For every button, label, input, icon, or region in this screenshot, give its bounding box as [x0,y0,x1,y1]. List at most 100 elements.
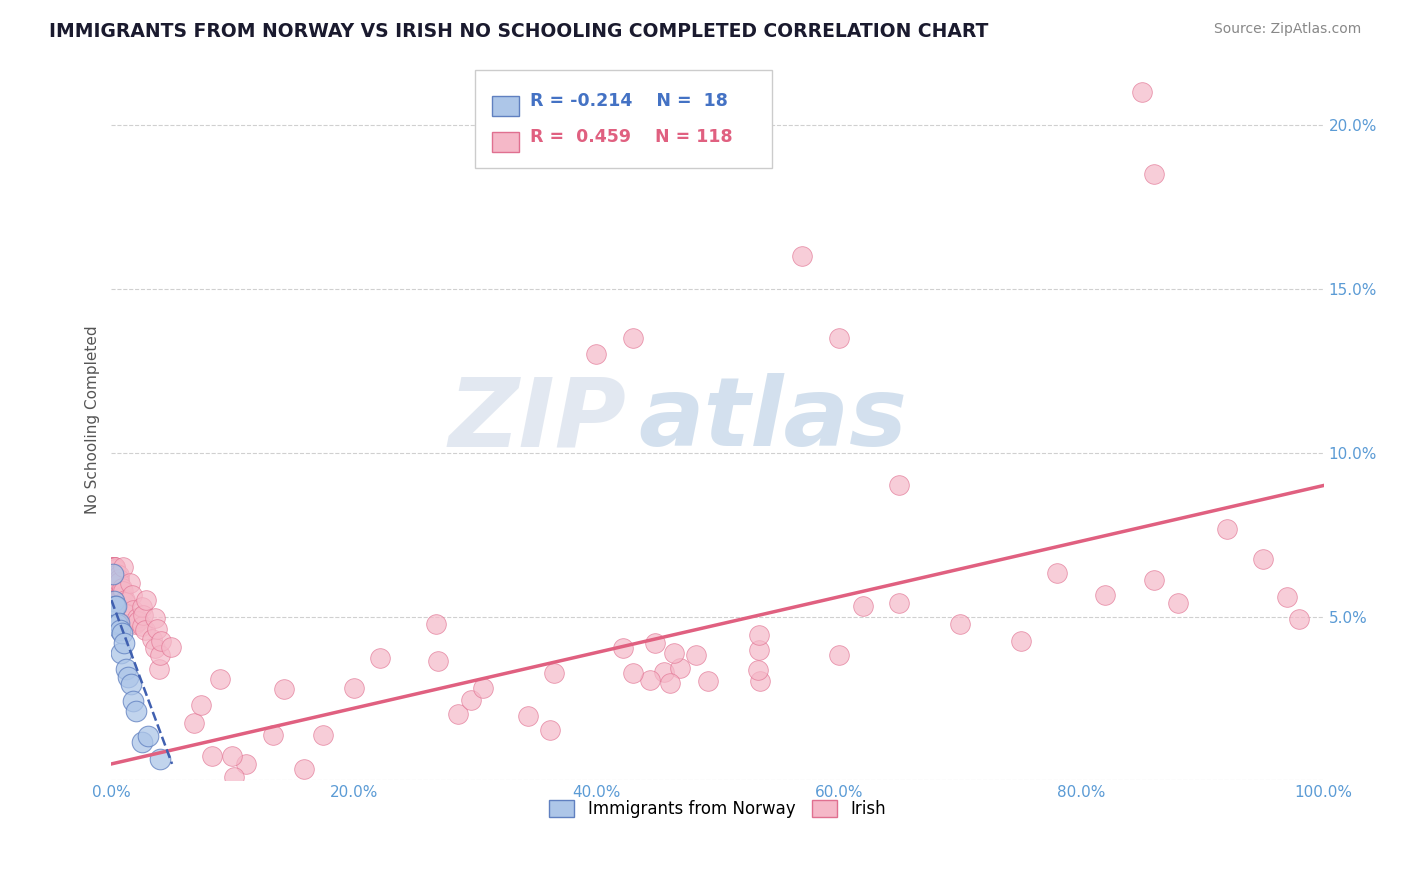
Point [652,665,675,679]
Point [101,566,124,581]
Point [208,673,231,687]
Point [114,594,136,608]
Point [145,641,167,656]
Point [107,615,129,630]
Point [111,625,134,640]
Point [124,704,146,718]
Point [101,560,124,574]
Point [131,607,153,622]
Point [101,578,124,592]
Point [114,592,136,607]
Text: R =  0.459    N = 118: R = 0.459 N = 118 [530,128,733,146]
Point [121,603,143,617]
Point [107,568,129,582]
Point [748,673,770,688]
Point [131,618,153,632]
Point [447,706,470,721]
Point [662,646,685,660]
Point [103,566,125,580]
Point [121,588,143,602]
Point [101,586,124,600]
Point [669,661,692,675]
Point [183,716,205,731]
Point [105,599,128,613]
Point [107,617,129,632]
Point [103,569,125,583]
Point [108,578,131,592]
Point [143,611,166,625]
Point [103,560,125,574]
Point [135,593,157,607]
Point [659,675,682,690]
Text: R = -0.214    N =  18: R = -0.214 N = 18 [530,93,727,111]
Point [103,585,125,599]
Point [105,578,128,592]
Point [105,578,128,592]
Point [1143,573,1166,587]
Point [460,692,482,706]
Point [125,611,148,625]
Point [111,584,134,599]
FancyBboxPatch shape [475,70,772,168]
Point [127,614,149,628]
Point [685,648,707,662]
Point [425,616,447,631]
Point [108,575,131,590]
Point [235,757,257,772]
Point [747,663,769,677]
Point [644,635,666,649]
Point [146,622,169,636]
Point [105,572,128,586]
Point [131,600,153,615]
Y-axis label: No Schooling Completed: No Schooling Completed [86,326,100,515]
Point [696,673,718,688]
Point [111,560,134,574]
Point [117,670,139,684]
Point [828,648,851,662]
Point [118,576,141,591]
Point [312,728,335,742]
Point [104,560,127,574]
Point [889,478,911,492]
Point [107,578,129,592]
Point [104,583,127,598]
Legend: Immigrants from Norway, Irish: Immigrants from Norway, Irish [541,791,894,826]
Point [949,617,972,632]
Point [292,762,315,776]
Point [538,723,561,737]
Point [792,249,814,263]
Point [471,681,494,696]
Point [343,681,366,695]
Point [101,562,124,576]
Point [101,564,124,578]
Point [1143,167,1166,181]
Point [111,590,134,604]
Point [110,585,132,599]
Text: ZIP: ZIP [449,374,627,467]
Point [148,662,170,676]
Point [828,331,851,345]
Point [1046,566,1069,581]
Point [112,636,135,650]
Point [1215,522,1237,536]
Point [108,572,131,586]
Point [101,574,124,588]
Point [368,650,391,665]
Point [621,331,644,345]
Point [136,729,159,743]
Point [104,599,127,614]
Point [117,616,139,631]
Point [131,735,153,749]
Point [1288,612,1310,626]
Point [105,574,128,588]
Text: atlas: atlas [638,374,908,467]
Point [104,575,127,590]
Point [262,728,284,742]
Point [101,571,124,585]
Point [120,676,142,690]
Point [1277,591,1299,605]
Point [889,596,911,610]
Point [104,594,127,608]
Point [516,709,538,723]
Point [1251,552,1274,566]
